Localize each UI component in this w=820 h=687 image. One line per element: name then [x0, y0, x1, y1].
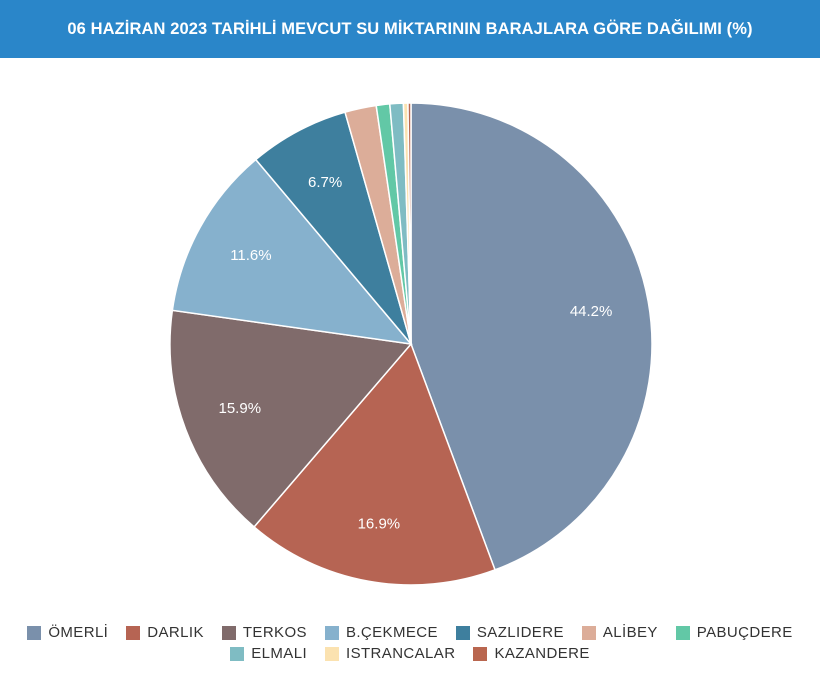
legend-label-5: ALİBEY	[602, 624, 658, 641]
legend-label-2: TERKOS	[242, 624, 307, 641]
pie-chart: 44.2% 16.9% 15.9% 11.6% 6.7%	[169, 102, 653, 586]
slice-label-4: 6.7%	[308, 174, 342, 191]
pie-slice-9[interactable]	[407, 102, 412, 345]
legend-swatch-1	[126, 625, 141, 640]
legend-swatch-6	[675, 625, 690, 640]
legend-label-1: DARLIK	[147, 624, 204, 641]
legend-label-7: ELMALI	[251, 645, 308, 662]
legend-item-6[interactable]: PABUÇDERE	[675, 624, 793, 641]
legend-item-5[interactable]: ALİBEY	[581, 624, 658, 641]
chart-title: 06 HAZİRAN 2023 TARİHLİ MEVCUT SU MİKTAR…	[67, 19, 753, 38]
pie-slice-1[interactable]	[253, 342, 496, 586]
legend-swatch-5	[581, 625, 596, 640]
legend-swatch-3	[324, 625, 339, 640]
legend-row-0: ÖMERLİ DARLIK TERKOS B.ÇEKMECE SAZLIDERE ALİB…	[0, 624, 820, 641]
pie-slice-3[interactable]	[171, 158, 413, 346]
slice-label-1: 16.9%	[358, 516, 401, 533]
legend-row-1: ELMALI ISTRANCALAR KAZANDERE	[0, 645, 820, 662]
legend-label-0: ÖMERLİ	[48, 624, 109, 641]
legend-label-3: B.ÇEKMECE	[345, 624, 438, 641]
slice-label-0: 44.2%	[570, 303, 613, 320]
legend-swatch-8	[325, 646, 340, 661]
legend-swatch-2	[221, 625, 236, 640]
slice-label-2: 15.9%	[219, 400, 262, 417]
legend-label-9: KAZANDERE	[494, 645, 590, 662]
slice-label-3: 11.6%	[230, 247, 271, 264]
legend-item-0[interactable]: ÖMERLİ	[27, 624, 108, 641]
chart-legend: ÖMERLİ DARLIK TERKOS B.ÇEKMECE SAZLIDERE ALİB…	[0, 624, 820, 662]
legend-swatch-9	[473, 646, 488, 661]
legend-swatch-4	[455, 625, 470, 640]
pie-slice-0[interactable]	[410, 102, 653, 571]
legend-swatch-7	[230, 646, 245, 661]
legend-item-7[interactable]: ELMALI	[230, 645, 307, 662]
legend-item-9[interactable]: KAZANDERE	[473, 645, 589, 662]
legend-swatch-0	[27, 625, 42, 640]
legend-item-8[interactable]: ISTRANCALAR	[325, 645, 455, 662]
legend-item-1[interactable]: DARLIK	[126, 624, 204, 641]
chart-header: 06 HAZİRAN 2023 TARİHLİ MEVCUT SU MİKTAR…	[0, 0, 820, 58]
legend-label-4: SAZLIDERE	[476, 624, 564, 641]
legend-item-2[interactable]: TERKOS	[221, 624, 307, 641]
legend-label-6: PABUÇDERE	[696, 624, 793, 641]
legend-label-8: ISTRANCALAR	[346, 645, 456, 662]
legend-item-4[interactable]: SAZLIDERE	[455, 624, 564, 641]
legend-item-3[interactable]: B.ÇEKMECE	[324, 624, 438, 641]
pie-slice-2[interactable]	[169, 309, 413, 528]
pie-chart-area: 44.2% 16.9% 15.9% 11.6% 6.7%	[0, 58, 820, 618]
